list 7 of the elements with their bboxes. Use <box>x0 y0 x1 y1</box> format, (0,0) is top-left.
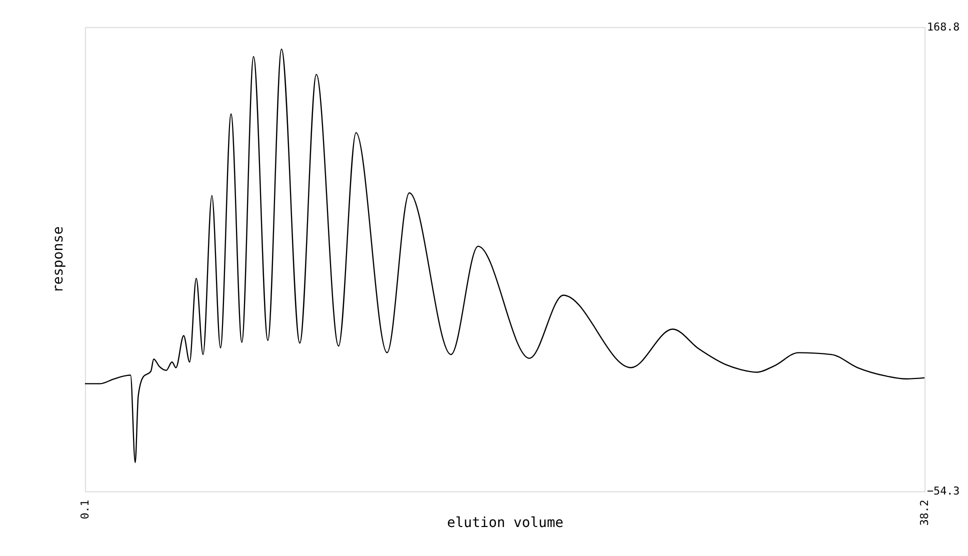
line-series <box>84 48 926 464</box>
x-axis-title: elution volume <box>447 514 564 531</box>
y-axis-title: response <box>50 226 67 293</box>
y-tick-label: 168.8 <box>927 20 960 34</box>
y-tick-label: −54.3 <box>927 484 960 498</box>
x-tick-label: 0.1 <box>78 500 92 520</box>
x-tick-label: 38.2 <box>918 500 931 526</box>
